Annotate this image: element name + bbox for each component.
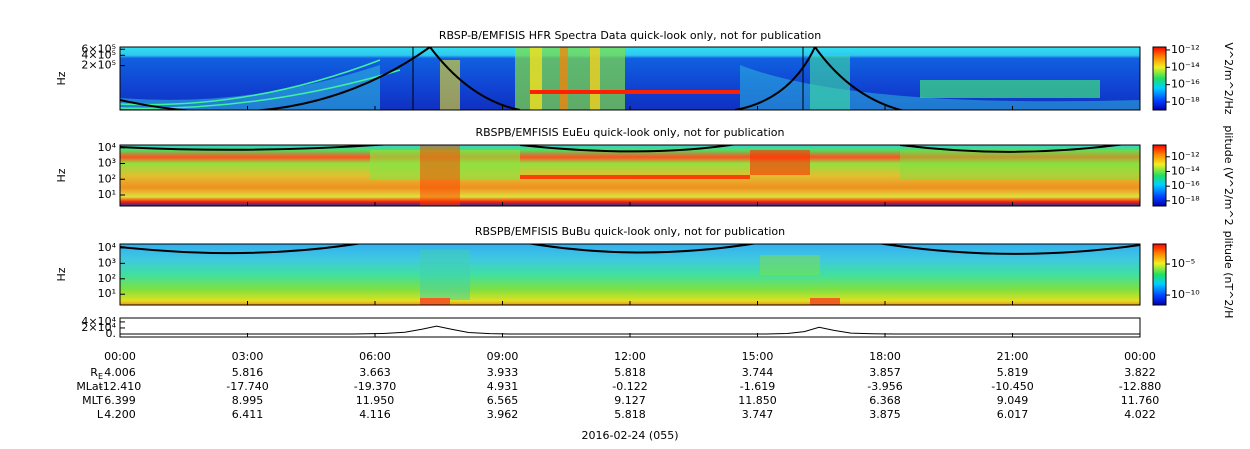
colorbar — [1153, 244, 1166, 305]
ephemeris-value: -17.740 — [226, 380, 268, 393]
x-tick-label: 15:00 — [742, 350, 774, 363]
ephemeris-row-label-sub: E — [98, 372, 103, 381]
ephemeris-value: 11.850 — [738, 394, 777, 407]
panel-title: RBSP-B/EMFISIS HFR Spectra Data quick-lo… — [439, 29, 821, 42]
colorbar — [1153, 145, 1166, 206]
ephemeris-value: -19.370 — [354, 380, 396, 393]
ephemeris-value: -1.619 — [740, 380, 775, 393]
y-tick-label: 0. — [106, 327, 117, 340]
ephemeris-row-label: MLat — [76, 380, 103, 393]
colorbar-tick-label: 10⁻¹² — [1171, 43, 1200, 56]
ephemeris-value: 4.200 — [104, 408, 136, 421]
y-axis-label: Hz — [55, 71, 68, 85]
panel-title: RBSPB/EMFISIS BuBu quick-look only, not … — [475, 225, 785, 238]
ephemeris-value: 3.747 — [742, 408, 774, 421]
ephemeris-value: 11.950 — [356, 394, 395, 407]
y-tick-label: 10² — [98, 172, 116, 185]
data-line — [120, 325, 1140, 335]
ephemeris-value: 6.399 — [104, 394, 136, 407]
colorbar-tick-label: 10⁻¹⁸ — [1171, 194, 1200, 207]
ephemeris-value: 9.127 — [614, 394, 646, 407]
ephemeris-value: -10.450 — [991, 380, 1033, 393]
colorbar-tick-label: 10⁻¹⁶ — [1171, 78, 1200, 91]
ephemeris-value: 3.962 — [487, 408, 519, 421]
y-tick-label: 10³ — [98, 157, 116, 170]
ephemeris-value: 8.995 — [232, 394, 264, 407]
x-tick-label: 06:00 — [359, 350, 391, 363]
ephemeris-value: -0.122 — [612, 380, 647, 393]
ephemeris-row-label: L — [97, 408, 104, 421]
colorbar-tick-label: 10⁻¹⁴ — [1171, 164, 1200, 177]
y-axis-label: Hz — [55, 168, 68, 182]
ephemeris-value: 5.818 — [614, 408, 646, 421]
x-tick-label: 21:00 — [997, 350, 1029, 363]
y-tick-label: 10³ — [98, 256, 116, 269]
spectrogram-image — [120, 47, 1140, 110]
y-tick-label: 4×10⁵ — [81, 48, 116, 61]
ephemeris-value: -12.880 — [1119, 380, 1161, 393]
ephemeris-value: 5.819 — [997, 366, 1029, 379]
spectrogram-image — [120, 145, 1140, 206]
ephemeris-value: 4.006 — [104, 366, 136, 379]
colorbar-label: plitude (nT^2/H — [1222, 231, 1235, 319]
ephemeris-value: 6.368 — [869, 394, 901, 407]
y-tick-label: 2×10⁴ — [81, 321, 116, 334]
colorbar-frame — [1152, 243, 1167, 306]
colorbar-tick-label: 10⁻¹⁸ — [1171, 95, 1200, 108]
ephemeris-value: 6.565 — [487, 394, 519, 407]
ephemeris-value: 4.022 — [1124, 408, 1156, 421]
y-tick-label: 10² — [98, 272, 116, 285]
x-tick-label: 12:00 — [614, 350, 646, 363]
ephemeris-value: 11.760 — [1121, 394, 1160, 407]
colorbar — [1153, 47, 1166, 110]
ephemeris-value: 6.411 — [232, 408, 264, 421]
ephemeris-value: 3.857 — [869, 366, 901, 379]
y-tick-label: 10⁴ — [98, 241, 117, 254]
colorbar-tick-label: 10⁻¹⁶ — [1171, 179, 1200, 192]
ephemeris-value: 4.931 — [487, 380, 519, 393]
colorbar-tick-label: 10⁻¹⁰ — [1171, 288, 1200, 301]
ephemeris-value: 5.816 — [232, 366, 264, 379]
ephemeris-row-label: RE — [90, 366, 103, 381]
y-tick-label: 10¹ — [98, 188, 116, 201]
ephemeris-value: 3.744 — [742, 366, 774, 379]
colorbar-label: plitude (V^2/m^2 — [1222, 125, 1235, 225]
x-tick-label: 00:00 — [104, 350, 136, 363]
spectrogram-image — [120, 244, 1140, 305]
ephemeris-row-label-text: L — [97, 408, 104, 421]
colorbar-frame — [1152, 46, 1167, 111]
ephemeris-value: 9.049 — [997, 394, 1029, 407]
y-tick-label: 4×10⁴ — [81, 315, 116, 328]
ephemeris-value: 3.663 — [359, 366, 391, 379]
colorbar-frame — [1152, 144, 1167, 207]
y-tick-label: 10⁴ — [98, 141, 117, 154]
ephemeris-row-label-text: R — [90, 366, 98, 379]
ephemeris-row-label-text: MLT — [82, 394, 103, 407]
ephemeris-value: -12.410 — [99, 380, 141, 393]
colorbar-tick-label: 10⁻¹⁴ — [1171, 60, 1200, 73]
x-tick-label: 09:00 — [487, 350, 519, 363]
ephemeris-row-label: MLT — [82, 394, 103, 407]
ephemeris-row-label-text: MLat — [76, 380, 103, 393]
y-tick-label: 10¹ — [98, 287, 116, 300]
y-tick-label: 2×10⁵ — [81, 59, 116, 72]
date-label: 2016-02-24 (055) — [581, 429, 678, 442]
colorbar-tick-label: 10⁻⁵ — [1171, 257, 1195, 270]
x-tick-label: 18:00 — [869, 350, 901, 363]
ephemeris-value: -3.956 — [867, 380, 902, 393]
panel-title: RBSPB/EMFISIS EuEu quick-look only, not … — [475, 126, 784, 139]
ephemeris-value: 5.818 — [614, 366, 646, 379]
ephemeris-value: 3.822 — [1124, 366, 1156, 379]
colorbar-label: V^2/m^2/Hz — [1222, 42, 1235, 114]
ephemeris-value: 4.116 — [359, 408, 391, 421]
x-tick-label: 03:00 — [232, 350, 264, 363]
x-tick-label: 00:00 — [1124, 350, 1156, 363]
ephemeris-value: 3.933 — [487, 366, 519, 379]
y-axis-label: Hz — [55, 267, 68, 281]
ephemeris-value: 6.017 — [997, 408, 1029, 421]
y-tick-label: 6×10⁵ — [81, 42, 116, 55]
colorbar-tick-label: 10⁻¹² — [1171, 150, 1200, 163]
ephemeris-value: 3.875 — [869, 408, 901, 421]
